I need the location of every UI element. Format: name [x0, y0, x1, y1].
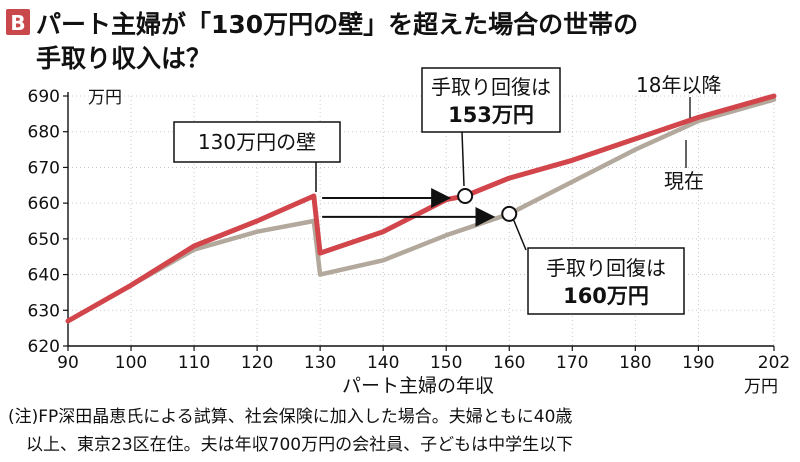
- series-label-now: 現在: [664, 169, 704, 193]
- recovery-160-line1: 手取り回復は: [546, 256, 666, 280]
- y-tick-label: 650: [28, 230, 60, 250]
- y-tick-label: 660: [28, 194, 60, 214]
- recovery-153-line1: 手取り回復は: [431, 75, 551, 99]
- x-tick-label: 130: [304, 353, 336, 373]
- x-tick-label: 202: [758, 353, 790, 373]
- x-tick-label: 180: [619, 353, 651, 373]
- recovery-153-line2: 153万円: [448, 103, 534, 127]
- recovery-markers: [457, 188, 518, 222]
- x-tick-label: 100: [115, 353, 147, 373]
- chart-title-line2: 手取り収入は？: [36, 44, 211, 73]
- x-tick-label: 120: [241, 353, 273, 373]
- series-label-18: 18年以降: [636, 73, 721, 97]
- recovery-arrows: [322, 188, 496, 227]
- marker-153: [457, 188, 474, 204]
- y-tick-label: 690: [28, 87, 60, 107]
- y-tick-label: 670: [28, 158, 60, 178]
- y-tick-label: 620: [28, 337, 60, 357]
- wall-callout-text: 130万円の壁: [198, 130, 316, 154]
- x-axis-ticks: 90 100 110 120 130 140 150 160 170 180 190 202: [57, 346, 790, 373]
- chart-title-line1: パート主婦が「130万円の壁」を超えた場合の世帯の: [36, 10, 638, 39]
- series-line-18: [65, 93, 777, 324]
- wall-callout: 130万円の壁: [173, 121, 341, 192]
- x-tick-label: 190: [682, 353, 714, 373]
- y-tick-label: 640: [28, 266, 60, 286]
- marker-160: [501, 205, 518, 222]
- series-lines: [65, 93, 777, 324]
- x-tick-label: 170: [556, 353, 588, 373]
- x-tick-label: 90: [57, 353, 79, 373]
- x-tick-label: 160: [493, 353, 525, 373]
- series-line-now: [65, 97, 777, 324]
- y-tick-label: 630: [28, 301, 60, 321]
- header: B パート主婦が「130万円の壁」を超えた場合の世帯の 手取り収入は？: [6, 9, 638, 73]
- x-axis-title: パート主婦の年収: [342, 375, 494, 397]
- x-tick-label: 110: [178, 353, 210, 373]
- footnote-line1: (注)FP深田晶恵氏による試算、社会保険に加入した場合。夫婦ともに40歳: [8, 407, 572, 427]
- recovery-153-callout: 手取り回復は 153万円: [421, 67, 561, 187]
- footnote-line2: 以上、東京23区在住。夫は年収700万円の会社員、子どもは中学生以下: [26, 435, 573, 455]
- x-tick-label: 140: [367, 353, 399, 373]
- y-unit-label: 万円: [88, 88, 122, 108]
- section-badge: [6, 9, 30, 35]
- badge-letter: B: [10, 11, 25, 35]
- recovery-160-line2: 160万円: [563, 284, 649, 308]
- x-tick-label: 150: [430, 353, 462, 373]
- y-tick-label: 680: [28, 123, 60, 143]
- recovery-160-callout: 手取り回復は 160万円: [511, 215, 685, 315]
- x-unit-label: 万円: [744, 377, 778, 397]
- y-axis-ticks: 620 630 640 650 660 670 680 690: [28, 87, 68, 357]
- plot-axes: [67, 92, 774, 347]
